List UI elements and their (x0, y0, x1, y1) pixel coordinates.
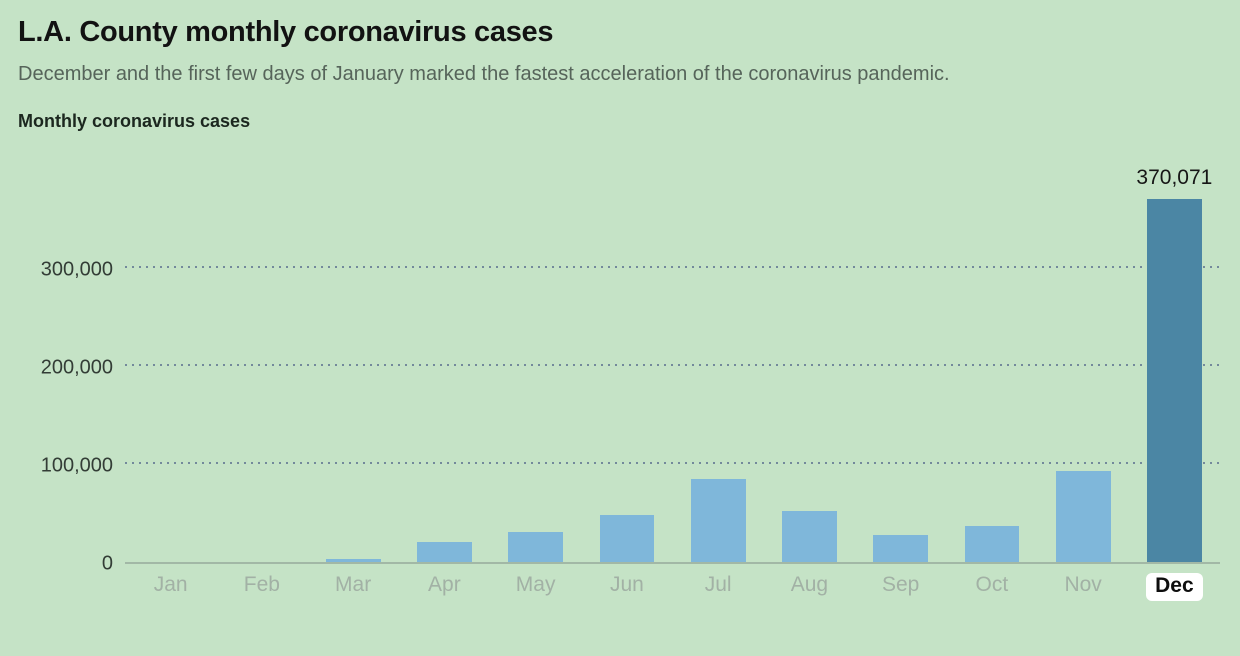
plot-area: 370,071 (125, 154, 1220, 565)
y-tick-label-100000: 100,000 (40, 454, 113, 477)
bar-slot-feb (216, 154, 307, 562)
bar-slot-sep (855, 154, 946, 563)
bar-slot-oct (946, 154, 1037, 563)
bar-slot-aug (764, 154, 855, 563)
bar-nov (1055, 471, 1111, 563)
page-subtitle: December and the first few days of Janua… (18, 63, 950, 85)
bar-sep (873, 535, 928, 563)
y-tick-label-0: 0 (101, 552, 113, 575)
bar-slot-dec (1129, 154, 1220, 563)
x-label-may: May (515, 573, 556, 597)
x-label-apr: Apr (428, 573, 461, 597)
x-label-mar: Mar (335, 573, 372, 597)
x-label-jan: Jan (153, 573, 188, 597)
plot-row: 0 100,000 200,000 300,000 370,071 (18, 154, 1220, 575)
y-axis: 0 100,000 200,000 300,000 (18, 154, 125, 575)
x-label-aug: Aug (790, 573, 829, 597)
y-tick-label-300000: 300,000 (40, 258, 113, 281)
bars-container (125, 154, 1220, 563)
bar-slot-may (490, 154, 581, 563)
bar-slot-mar (308, 154, 399, 563)
bar-aug (782, 511, 837, 563)
x-label-sep: Sep (881, 573, 920, 597)
value-label-dec: 370,071 (1136, 166, 1213, 190)
bar-slot-jul (673, 154, 764, 563)
gridline-100000 (125, 462, 1220, 465)
bar-dec (1147, 199, 1202, 563)
bar-mar (325, 559, 381, 563)
page-title: L.A. County monthly coronavirus cases (18, 16, 554, 48)
bar-chart: 0 100,000 200,000 300,000 370,071 Jan Feb Mar… (18, 154, 1220, 602)
bar-jun (599, 515, 655, 563)
x-label-feb: Feb (243, 573, 280, 597)
bar-slot-apr (399, 154, 490, 563)
bar-may (508, 532, 563, 563)
x-axis: Jan Feb Mar Apr May Jun Jul Aug Sep Oct Nov Dec (125, 564, 1220, 602)
x-label-nov: Nov (1064, 573, 1102, 597)
x-label-oct: Oct (975, 573, 1009, 597)
bar-slot-nov (1038, 154, 1129, 563)
x-label-highlight-pill: Dec (1146, 573, 1203, 602)
x-label-dec: Dec (1129, 573, 1220, 602)
bar-slot-jan (125, 154, 216, 562)
bar-oct (964, 526, 1020, 563)
y-tick-label-200000: 200,000 (40, 356, 113, 379)
x-label-jul: Jul (704, 573, 732, 597)
gridline-300000 (125, 266, 1220, 269)
gridline-200000 (125, 364, 1220, 367)
chart-card: L.A. County monthly coronavirus cases De… (18, 16, 1220, 602)
bar-slot-jun (581, 154, 672, 563)
x-label-jun: Jun (609, 573, 644, 597)
bar-apr (417, 542, 472, 563)
chart-title: Monthly coronavirus cases (18, 111, 251, 132)
bar-jul (690, 479, 746, 563)
